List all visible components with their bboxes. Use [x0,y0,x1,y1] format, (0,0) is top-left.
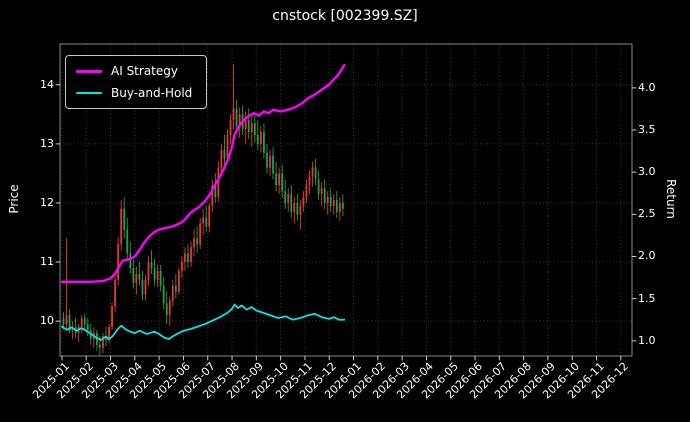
price-tick-label: 12 [40,195,54,209]
price-tick-label: 13 [40,136,54,150]
return-tick-label: 3.0 [638,165,656,179]
price-tick-label: 14 [40,77,54,91]
return-tick-label: 4.0 [638,80,656,94]
chart-title: cnstock [002399.SZ] [272,8,418,24]
legend-label-ai-strategy: AI Strategy [111,64,178,78]
price-axis-label: Price [7,184,21,214]
return-tick-label: 1.5 [638,291,656,305]
return-tick-label: 1.0 [638,333,656,347]
price-tick-label: 11 [40,255,54,269]
price-tick-label: 10 [40,314,54,328]
return-tick-label: 2.5 [638,207,656,221]
buy-and-hold-line-swatch [76,92,102,94]
legend-label-buy-and-hold: Buy-and-Hold [111,86,193,100]
legend: AI Strategy Buy-and-Hold [65,55,208,109]
return-tick-label: 2.0 [638,249,656,263]
return-tick-label: 3.5 [638,123,656,136]
ai-strategy-line-swatch [76,69,102,73]
legend-item-ai-strategy: AI Strategy [76,64,192,78]
legend-item-buy-and-hold: Buy-and-Hold [76,86,192,100]
